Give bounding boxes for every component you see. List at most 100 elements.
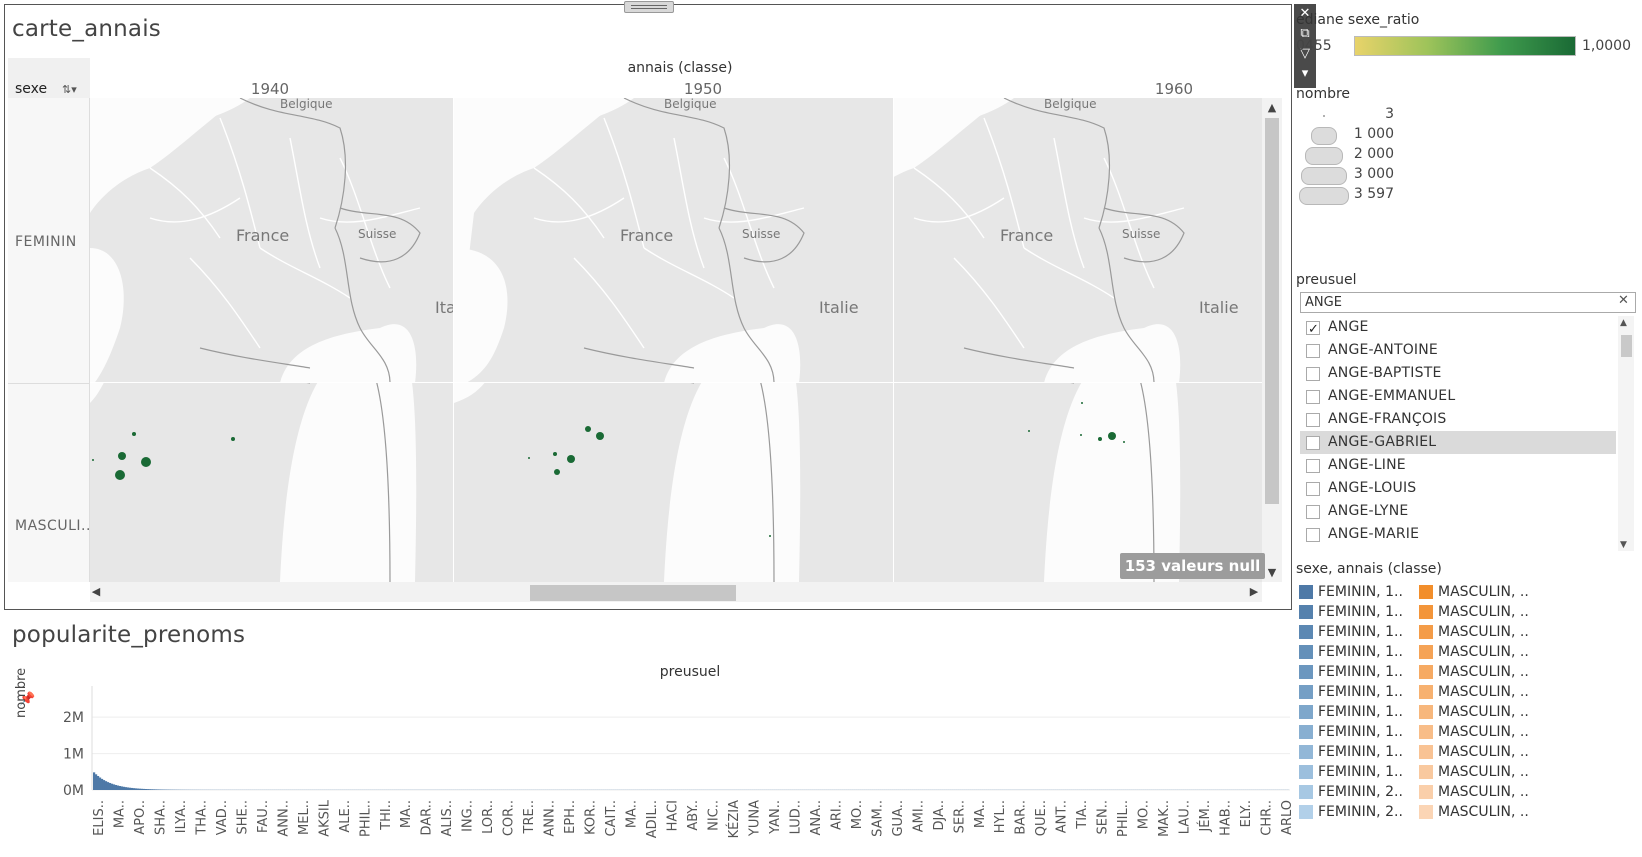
color-legend-item-masculin[interactable]: MASCULIN, .. [1416,782,1529,802]
map-panel-masculin-1950[interactable] [454,383,894,582]
color-legend-item-masculin[interactable]: MASCULIN, .. [1416,722,1529,742]
filter-item[interactable]: ANGE-LINE [1300,454,1616,477]
map-point[interactable] [567,455,575,463]
color-legend-item-masculin[interactable]: MASCULIN, .. [1416,702,1529,722]
map-point[interactable] [115,470,125,480]
color-legend-item-masculin[interactable]: MASCULIN, .. [1416,642,1529,662]
color-legend-item-masculin[interactable]: MASCULIN, .. [1416,662,1529,682]
bar[interactable] [121,786,123,790]
filter-scroll-thumb[interactable] [1621,335,1632,357]
bar[interactable] [137,789,139,790]
color-legend-item-masculin[interactable]: MASCULIN, .. [1416,622,1529,642]
menu-icon[interactable]: ▾ [1294,64,1316,84]
map-grid[interactable]: BelgiqueFranceSuisseItalieBelgiqueFrance… [90,98,1262,582]
vertical-scroll-thumb[interactable] [1265,118,1279,504]
bar[interactable] [131,788,133,790]
color-legend-item-feminin[interactable]: FEMININ, 2.. [1296,782,1403,802]
color-legend-item-masculin[interactable]: MASCULIN, .. [1416,742,1529,762]
bar[interactable] [151,789,153,790]
filter-checkbox[interactable] [1306,505,1320,519]
map-point[interactable] [553,452,557,456]
filter-checkbox[interactable] [1306,321,1320,335]
map-point[interactable] [585,426,591,432]
bar[interactable] [117,786,119,790]
filter-item[interactable]: ANGE-GABRIEL [1300,431,1616,454]
filter-item[interactable]: ANGE-EMMANUEL [1300,385,1616,408]
filter-checkbox[interactable] [1306,436,1320,450]
bar[interactable] [119,786,121,790]
filter-item[interactable]: ANGE [1300,316,1616,339]
map-panel-masculin-1940[interactable] [90,383,454,582]
filter-checkbox[interactable] [1306,390,1320,404]
map-point[interactable] [1080,434,1082,436]
popularity-plot[interactable]: 2M1M0MELIS..MA..APO..SHA..ILYA..THA..VAD… [0,686,1292,853]
color-legend-item-feminin[interactable]: FEMININ, 1.. [1296,742,1403,762]
color-legend-item-feminin[interactable]: FEMININ, 1.. [1296,662,1403,682]
bar[interactable] [143,789,145,790]
filter-checkbox[interactable] [1306,413,1320,427]
filter-item[interactable]: ANGE-BAPTISTE [1300,362,1616,385]
map-point[interactable] [231,437,235,441]
sort-icon[interactable]: ⇅▾ [62,83,77,96]
clear-search-icon[interactable]: ✕ [1618,293,1629,308]
filter-checkbox[interactable] [1306,528,1320,542]
bar[interactable] [135,788,137,790]
bar[interactable] [125,787,127,790]
scroll-down-icon[interactable]: ▼ [1262,566,1282,579]
map-point[interactable] [1081,402,1083,404]
color-legend-item-feminin[interactable]: FEMININ, 1.. [1296,622,1403,642]
color-legend-item-masculin[interactable]: MASCULIN, .. [1416,762,1529,782]
color-legend-item-feminin[interactable]: FEMININ, 1.. [1296,702,1403,722]
filter-checkbox[interactable] [1306,344,1320,358]
bar[interactable] [133,788,135,790]
color-legend-item-feminin[interactable]: FEMININ, 1.. [1296,582,1403,602]
color-legend-item-feminin[interactable]: FEMININ, 1.. [1296,602,1403,622]
scroll-up-icon[interactable]: ▲ [1262,101,1282,114]
bar[interactable] [153,789,155,790]
color-legend-item-feminin[interactable]: FEMININ, 1.. [1296,682,1403,702]
bar[interactable] [111,784,113,790]
bar[interactable] [115,785,117,790]
color-legend-item-masculin[interactable]: MASCULIN, .. [1416,602,1529,622]
bar[interactable] [123,787,125,790]
map-point[interactable] [1028,430,1030,432]
bar[interactable] [101,779,103,790]
bar[interactable] [155,789,157,790]
color-legend-item-masculin[interactable]: MASCULIN, .. [1416,682,1529,702]
filter-scroll-down-icon[interactable]: ▼ [1620,540,1627,550]
bar[interactable] [103,780,105,790]
map-point[interactable] [769,535,771,537]
filter-checkbox[interactable] [1306,459,1320,473]
bar[interactable] [113,784,115,790]
color-legend-item-masculin[interactable]: MASCULIN, .. [1416,582,1529,602]
map-point[interactable] [596,432,604,440]
map-point[interactable] [141,457,151,467]
bar[interactable] [99,778,101,790]
map-point[interactable] [132,432,136,436]
bar[interactable] [145,789,147,790]
filter-item[interactable]: ANGE-FRANÇOIS [1300,408,1616,431]
map-point[interactable] [1123,441,1125,443]
filter-checkbox[interactable] [1306,367,1320,381]
color-legend-item-feminin[interactable]: FEMININ, 1.. [1296,722,1403,742]
map-point[interactable] [1108,432,1116,440]
filter-item[interactable]: ANGE-ANTOINE [1300,339,1616,362]
horizontal-scroll-thumb[interactable] [530,585,736,601]
filter-item[interactable]: ANGE-LOUIS [1300,477,1616,500]
bar[interactable] [159,789,161,790]
bar[interactable] [141,789,143,790]
color-legend-item-masculin[interactable]: MASCULIN, .. [1416,802,1529,822]
bar[interactable] [149,789,151,790]
bar[interactable] [95,774,97,790]
filter-item[interactable]: ANGE-LYNE [1300,500,1616,523]
scroll-left-icon[interactable]: ◀ [86,585,106,598]
map-point[interactable] [554,469,560,475]
bar[interactable] [97,776,99,790]
drag-handle[interactable] [624,1,674,13]
null-values-badge[interactable]: 153 valeurs null [1120,553,1265,579]
bar[interactable] [127,787,129,790]
